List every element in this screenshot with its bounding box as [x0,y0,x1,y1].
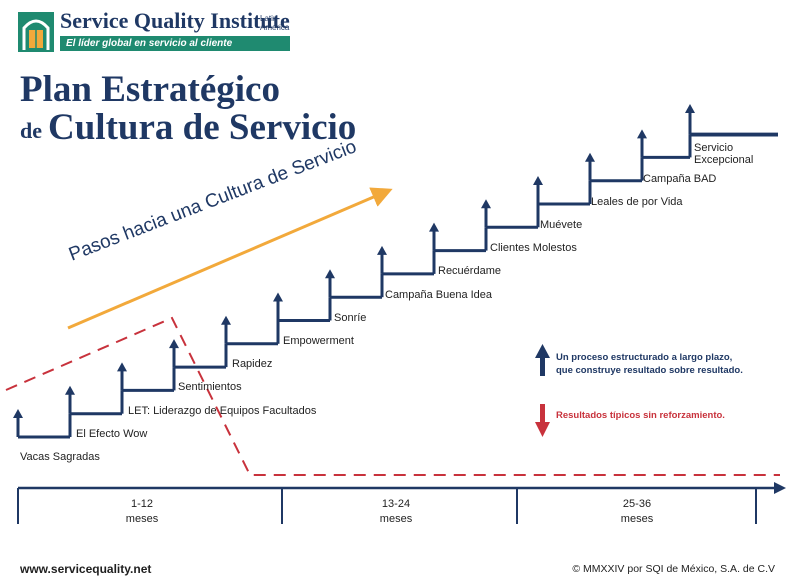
progress-diagonal-arrow [67,187,393,330]
timeline-period: 1-12 meses [125,498,159,525]
step-arrowhead [169,339,179,349]
step-arrowhead [685,104,695,113]
org-tagline: El líder global en servicio al cliente [60,36,290,51]
step-label: Sonríe [334,312,367,324]
step-label: Vacas Sagradas [20,451,100,463]
step-label: Campaña BAD [643,173,717,185]
step-label: Recuérdame [438,265,501,277]
step-arrowhead [65,385,75,395]
timeline-arrowhead [774,482,786,494]
step-label: Servicio [694,142,734,154]
timeline-period: 25-36 meses [620,498,654,525]
copyright-text: © MMXXIV por SQI de México, S.A. de C.V [572,563,775,575]
step-arrowhead [533,176,543,185]
step-arrowhead [637,129,647,139]
legend-up-text: Un proceso estructurado a largo plazo, q… [556,352,743,376]
step-arrowhead [13,409,23,418]
step-arrowhead [325,269,335,279]
org-name: Service Quality Institute [60,8,290,33]
step-arrowhead [117,362,127,372]
step-label: Muévete [540,219,583,231]
step-label: Excepcional [694,154,754,166]
step-arrowhead [273,292,283,302]
step-arrowhead [429,222,439,232]
step-label: Sentimientos [178,381,242,393]
step-label: Clientes Molestos [490,242,577,254]
step-label: LET: Liderazgo de Equipos Facultados [128,405,317,417]
legend-down-arrow [535,404,550,437]
page-title-line1: Plan Estratégico [20,69,280,110]
staircase-steps [13,104,778,439]
logo-icon [18,12,54,52]
page-title-prefix: de [20,118,42,143]
step-label: Empowerment [283,335,354,347]
step-arrowhead [221,315,231,325]
legend-down-text: Resultados típicos sin reforzamiento. [556,410,725,421]
step-arrowhead [377,245,387,255]
step-label: Campaña Buena Idea [385,289,493,301]
step-arrowhead [481,199,491,209]
org-region: Latin America [260,14,290,32]
step-label: Leales de por Vida [591,196,683,208]
website-link[interactable]: www.servicequality.net [20,562,152,576]
step-label: Rapidez [232,358,273,370]
step-label: El Efecto Wow [76,428,148,440]
legend-up-arrow [535,344,550,376]
step-arrowhead [585,152,595,162]
unreinforced-results-line [5,316,780,476]
timeline-period: 13-24 meses [379,498,413,525]
page-title-line2: Cultura de Servicio [48,107,357,148]
